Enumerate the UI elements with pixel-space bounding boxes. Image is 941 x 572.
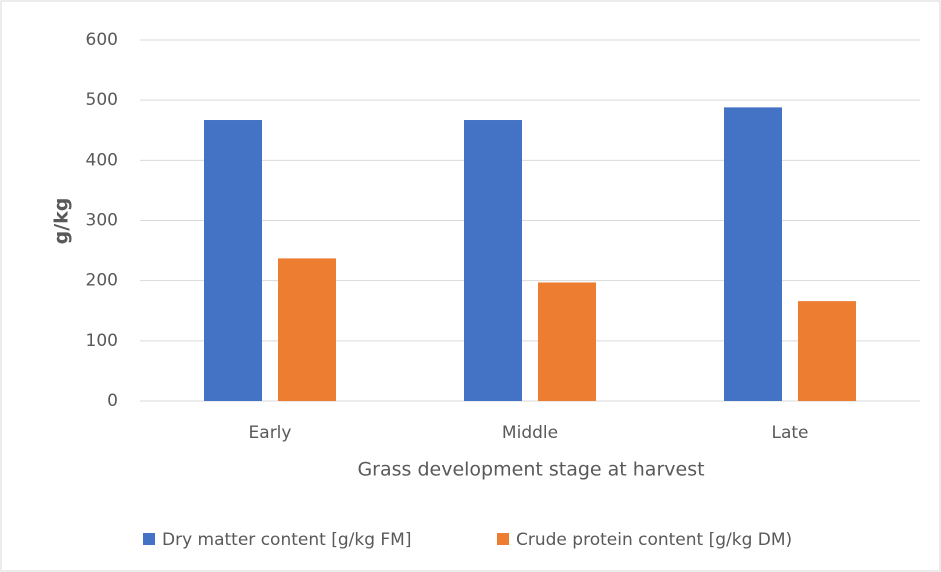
bar xyxy=(278,258,336,401)
y-tick-label: 400 xyxy=(86,150,118,170)
bar xyxy=(204,120,262,401)
y-tick-label: 600 xyxy=(86,30,118,50)
x-tick-label: Early xyxy=(249,423,292,443)
y-tick-label: 500 xyxy=(86,90,118,110)
x-tick-label: Middle xyxy=(502,423,558,443)
y-tick-label: 0 xyxy=(107,391,118,411)
y-tick-label: 200 xyxy=(86,271,118,291)
y-tick-label: 300 xyxy=(86,211,118,231)
x-tick-label: Late xyxy=(771,423,808,443)
bar xyxy=(464,120,522,401)
y-tick-label: 100 xyxy=(86,331,118,351)
bar xyxy=(538,282,596,401)
bar xyxy=(798,301,856,401)
legend-label: Crude protein content [g/kg DM) xyxy=(516,530,792,550)
legend-swatch xyxy=(143,533,155,545)
bar xyxy=(724,107,782,402)
x-axis-label: Grass development stage at harvest xyxy=(357,459,704,481)
legend-swatch xyxy=(497,533,509,545)
legend-label: Dry matter content [g/kg FM] xyxy=(162,530,411,550)
y-axis-label: g/kg xyxy=(51,198,73,245)
